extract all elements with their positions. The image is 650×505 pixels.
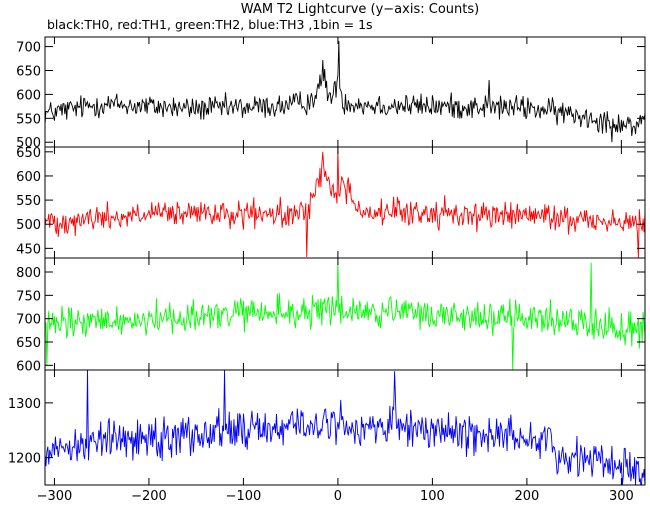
panel-th2: 600 650 700 750 800 (16, 257, 646, 374)
panel-frame (44, 36, 646, 148)
y-tick-label: 550 (16, 194, 41, 209)
y-tick-label: 500 (16, 136, 41, 151)
y-tick-label: 650 (16, 336, 41, 351)
series-th0-line (45, 40, 645, 143)
y-tick-label: 650 (16, 64, 41, 79)
panel-th0: 500 550 600 650 700 (16, 36, 646, 151)
x-axis-ticks: −300 −200 −100 0 100 200 300 (37, 489, 634, 504)
panel-frame (44, 369, 646, 486)
y-tick-label: 600 (16, 170, 41, 185)
series-th3-line (45, 370, 645, 485)
y-tick-label: 550 (16, 112, 41, 127)
panel-th3: 1200 1300 (8, 369, 646, 486)
chart-title: WAM T2 Lightcurve (y−axis: Counts) (241, 2, 479, 17)
panel-th1: 450 500 550 600 650 (16, 146, 646, 259)
y-tick-label: 600 (16, 88, 41, 103)
y-tick-label: 800 (16, 266, 41, 281)
chart-subtitle: black:TH0, red:TH1, green:TH2, blue:TH3 … (47, 17, 373, 32)
x-tick-label: −300 (37, 489, 73, 504)
y-tick-label: 700 (16, 313, 41, 328)
series-th1-line (45, 148, 645, 258)
x-tick-label: −200 (131, 489, 167, 504)
x-tick-label: 100 (420, 489, 445, 504)
y-tick-label: 700 (16, 41, 41, 56)
y-tick-label: 750 (16, 289, 41, 304)
x-tick-label: −100 (226, 489, 262, 504)
panels: 500 550 600 650 700 450 500 550 600 650 600 650 700 7… (8, 36, 646, 486)
x-tick-label: 300 (609, 489, 634, 504)
panel-frame (44, 146, 646, 259)
y-tick-label: 1200 (8, 452, 41, 467)
y-tick-label: 1300 (8, 397, 41, 412)
y-tick-label: 500 (16, 218, 41, 233)
series-th2-line (45, 261, 645, 370)
y-tick-label: 650 (16, 146, 41, 161)
y-tick-label: 600 (16, 359, 41, 374)
x-tick-label: 0 (334, 489, 342, 504)
y-tick-label: 450 (16, 242, 41, 257)
x-tick-label: 200 (514, 489, 539, 504)
